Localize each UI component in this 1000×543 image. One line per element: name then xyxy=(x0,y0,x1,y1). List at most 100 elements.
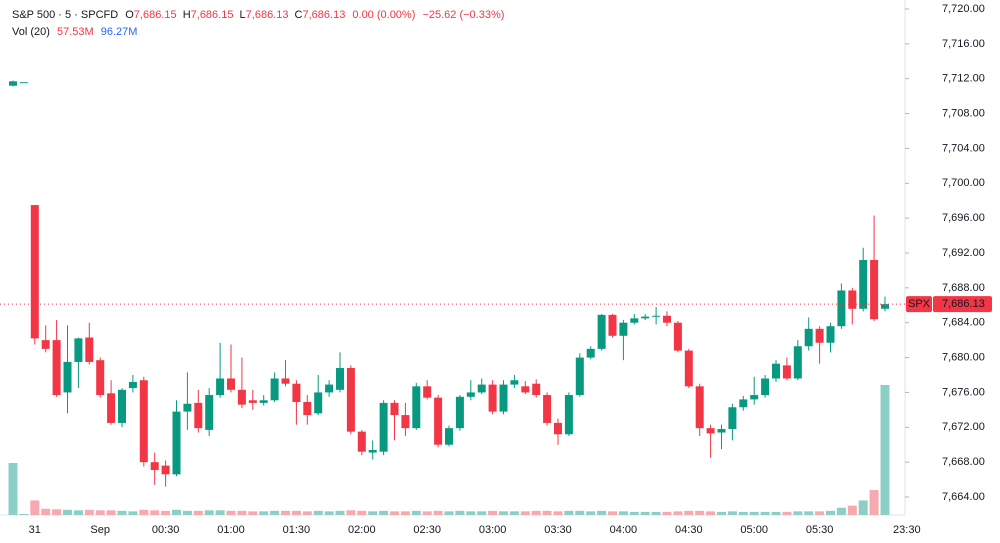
volume-bar xyxy=(161,510,171,515)
y-tick-label: 7,720.00 xyxy=(942,3,985,15)
volume-bar xyxy=(586,511,596,515)
volume-bar xyxy=(826,510,835,515)
x-tick-label: 05:30 xyxy=(806,524,834,536)
candle-body xyxy=(717,429,726,433)
volume-bar xyxy=(73,510,83,515)
volume-bar xyxy=(880,385,890,515)
volume-bar xyxy=(488,510,498,515)
ohlc-key: O xyxy=(125,9,134,21)
candle-body xyxy=(9,81,17,86)
volume-bar xyxy=(422,511,432,515)
candle-body xyxy=(793,346,802,379)
volume-bar xyxy=(335,510,345,515)
volume-bar xyxy=(84,509,94,515)
candle-body xyxy=(183,403,192,412)
volume-bar xyxy=(357,510,367,515)
candle-body xyxy=(248,400,257,403)
ohlc-value: 7,686.15 xyxy=(134,9,177,21)
volume-bar xyxy=(553,511,563,515)
volume-bar xyxy=(760,511,770,515)
volume-bar xyxy=(8,463,18,515)
candle-body xyxy=(52,340,61,396)
candle-body xyxy=(554,422,562,435)
candle-body xyxy=(281,378,290,384)
candle-body xyxy=(477,384,486,393)
volume-bar xyxy=(738,511,748,515)
candle-body xyxy=(586,348,595,358)
volume-bar xyxy=(63,509,72,515)
candle-body xyxy=(630,318,639,323)
volume-bar xyxy=(509,511,519,515)
candle-body xyxy=(390,402,399,416)
y-tick-label: 7,676.00 xyxy=(942,386,985,398)
volume-bar xyxy=(771,511,781,515)
candle-body xyxy=(837,290,846,327)
volume-bar xyxy=(128,511,138,515)
candle-body xyxy=(368,449,377,453)
ohlc-key: L xyxy=(240,9,246,21)
volume-bar xyxy=(172,509,181,515)
y-tick-label: 7,668.00 xyxy=(942,456,985,468)
volume-bar xyxy=(815,511,825,515)
candle-body xyxy=(881,304,889,309)
volume-bar xyxy=(248,511,258,515)
candle-body xyxy=(575,357,584,396)
candle-body xyxy=(107,393,116,423)
x-tick-label: 02:30 xyxy=(413,524,441,536)
volume-bar xyxy=(237,510,247,515)
volume-bar xyxy=(193,510,203,515)
y-tick-label: 7,712.00 xyxy=(942,73,985,85)
symbol-tag xyxy=(906,296,932,313)
candle-body xyxy=(216,378,225,396)
candle-body xyxy=(663,315,671,323)
volume-bar xyxy=(717,511,726,515)
volume-bar xyxy=(291,510,301,515)
volume-bar xyxy=(804,511,814,515)
candle-body xyxy=(423,386,432,398)
y-tick-label: 7,716.00 xyxy=(942,38,985,50)
x-tick-label: 01:30 xyxy=(283,524,311,536)
y-tick-label: 7,688.00 xyxy=(942,282,985,294)
x-tick-label: 04:00 xyxy=(610,524,638,536)
price-tag xyxy=(933,296,992,313)
volume-bar xyxy=(117,510,127,515)
volume-bar xyxy=(106,510,116,515)
volume-bar xyxy=(379,510,389,515)
candle-body xyxy=(325,384,334,393)
volume-bar xyxy=(662,511,672,515)
candle-body xyxy=(96,360,105,396)
candle-body xyxy=(510,380,519,385)
volume-bar xyxy=(52,509,62,515)
volume-bar xyxy=(531,510,541,515)
candle-body xyxy=(870,259,879,320)
volume-bar xyxy=(618,511,628,515)
x-tick-label: 02:00 xyxy=(348,524,376,536)
candle-body xyxy=(314,392,323,414)
volume-legend: Vol (20) 57.53M 96.27M xyxy=(12,26,137,38)
volume-bar xyxy=(597,510,607,515)
candle-body xyxy=(739,399,748,408)
volume-bar xyxy=(847,505,857,515)
candle-body xyxy=(150,462,159,470)
volume-bar xyxy=(564,510,574,515)
ohlc-key: C xyxy=(295,9,303,21)
candle-body xyxy=(237,389,246,405)
volume-ma: 96.27M xyxy=(101,26,138,38)
candle-body xyxy=(652,315,661,317)
candle-body xyxy=(303,402,312,416)
change-session: −25.62 (−0.33%) xyxy=(422,9,504,21)
y-tick-label: 7,708.00 xyxy=(942,107,985,119)
legend: S&P 500 · 5 · SPCFD O7,686.15 H7,686.15 … xyxy=(12,9,504,38)
volume-bar xyxy=(575,510,585,515)
volume-bar xyxy=(411,510,421,515)
volume-bar xyxy=(466,511,476,515)
candle-body xyxy=(161,465,170,475)
candle-body xyxy=(227,378,235,390)
x-tick-label: 03:30 xyxy=(544,524,572,536)
candle-body xyxy=(815,328,824,343)
symbol-tag-label: SPX xyxy=(908,298,931,310)
candle-body xyxy=(336,368,344,390)
candle-body xyxy=(41,340,50,349)
volume-bar xyxy=(782,511,792,515)
